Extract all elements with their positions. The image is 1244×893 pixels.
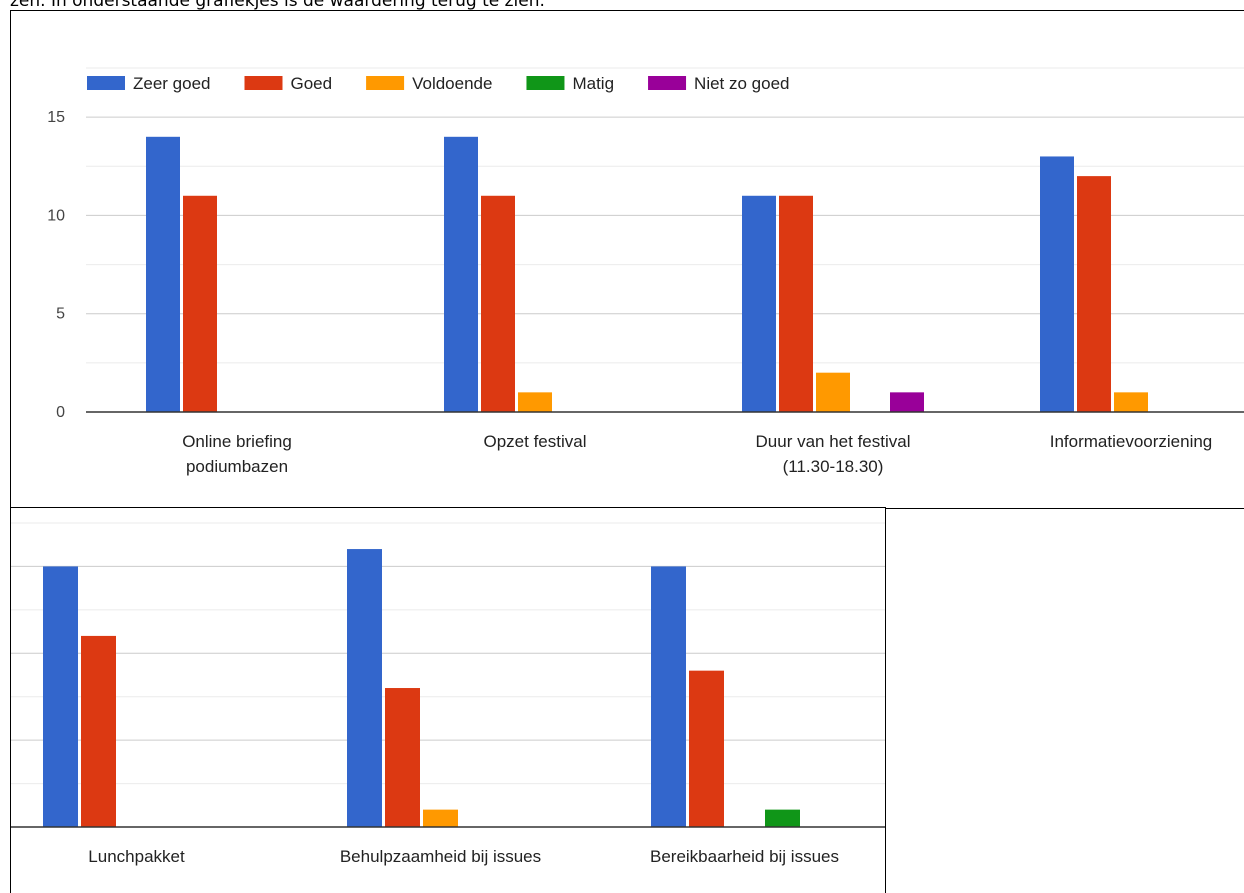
x-tick-label: Lunchpakket — [88, 847, 185, 866]
bar-zeer-goed-opzet-festival — [444, 136, 478, 413]
legend-label-matig: Matig — [572, 74, 614, 93]
x-tick-label-line: Opzet festival — [484, 432, 587, 451]
x-tick-label-line: Duur van het festival — [756, 432, 911, 451]
bar-goed-duur-van-het-festival-11-30-18-30 — [779, 195, 813, 412]
legend-swatch-matig — [526, 76, 565, 90]
legend-swatch-niet-zo-goed — [648, 76, 687, 90]
bar-zeer-goed-online-briefing-podiumbazen — [146, 136, 180, 413]
bar-voldoende-opzet-festival — [518, 392, 552, 412]
x-tick-label: Informatievoorziening — [1050, 432, 1213, 451]
legend-swatch-zeer-goed — [87, 76, 125, 90]
bar-goed-opzet-festival — [481, 195, 515, 412]
bar-zeer-goed-behulpzaamheid-bij-issues — [347, 549, 382, 827]
x-tick-label-line: Online briefing — [182, 432, 292, 451]
y-tick-label: 0 — [56, 404, 65, 421]
x-tick-label-line: Behulpzaamheid bij issues — [340, 847, 541, 866]
bar-niet-zo-goed-duur-van-het-festival-11-30-18-30 — [890, 392, 924, 412]
legend-label-voldoende: Voldoende — [412, 74, 492, 93]
x-tick-label: Bereikbaarheid bij issues — [650, 847, 839, 866]
bar-zeer-goed-duur-van-het-festival-11-30-18-30 — [742, 195, 776, 412]
bar-goed-informatievoorziening — [1077, 176, 1111, 412]
legend-swatch-voldoende — [366, 76, 405, 90]
bar-goed-online-briefing-podiumbazen — [183, 195, 217, 412]
legend-label-goed: Goed — [291, 74, 333, 93]
chart-panel-bottom: Lunchpakket Behulpzaamheid bij issues Bere… — [10, 507, 886, 893]
bar-chart-bottom: Lunchpakket Behulpzaamheid bij issues Bere… — [11, 522, 885, 866]
bar-chart-top: 0 5 10 15 Online briefing podiumbazen Opzet fe… — [47, 67, 1244, 476]
bar-matig-bereikbaarheid-bij-issues — [765, 809, 800, 827]
chart-panel-top: 0 5 10 15 Online briefing podiumbazen Opzet fe… — [10, 10, 1244, 509]
x-tick-label-line: Informatievoorziening — [1050, 432, 1213, 451]
x-tick-label-line: podiumbazen — [186, 457, 288, 476]
x-tick-label: Duur van het festival (11.30-18.30) — [756, 432, 911, 476]
legend-label-niet-zo-goed: Niet zo goed — [694, 74, 789, 93]
legend-label-zeer-goed: Zeer goed — [133, 74, 211, 93]
bar-goed-behulpzaamheid-bij-issues — [385, 688, 420, 827]
bar-zeer-goed-informatievoorziening — [1040, 156, 1074, 412]
y-tick-label: 5 — [56, 306, 65, 323]
bar-zeer-goed-lunchpakket — [43, 566, 78, 827]
y-tick-label: 10 — [47, 207, 65, 224]
legend-swatch-goed — [244, 76, 283, 90]
x-tick-label-line: Bereikbaarheid bij issues — [650, 847, 839, 866]
x-tick-label: Online briefing podiumbazen — [182, 432, 292, 476]
y-tick-label: 15 — [47, 109, 65, 126]
bar-zeer-goed-bereikbaarheid-bij-issues — [651, 566, 686, 827]
bar-voldoende-informatievoorziening — [1114, 392, 1148, 412]
bar-voldoende-behulpzaamheid-bij-issues — [423, 809, 458, 827]
bar-voldoende-duur-van-het-festival-11-30-18-30 — [816, 372, 850, 412]
intro-text: zen. In onderstaande grafiekjes is de wa… — [10, 0, 545, 11]
x-tick-label: Behulpzaamheid bij issues — [340, 847, 541, 866]
x-tick-label-line: Lunchpakket — [88, 847, 185, 866]
bar-goed-lunchpakket — [81, 635, 116, 827]
bar-goed-bereikbaarheid-bij-issues — [689, 670, 724, 827]
x-tick-label: Opzet festival — [484, 432, 587, 451]
x-tick-label-line: (11.30-18.30) — [783, 457, 884, 476]
